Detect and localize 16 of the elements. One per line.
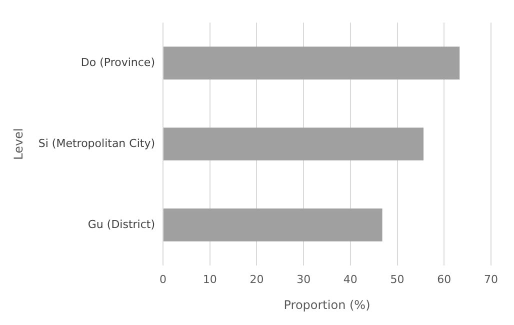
x-tick-label: 60 xyxy=(437,272,452,286)
x-tick-label: 20 xyxy=(250,272,264,286)
bar xyxy=(164,208,382,242)
bar xyxy=(164,128,424,160)
x-tick-label: 30 xyxy=(296,272,311,286)
y-axis-title: Level xyxy=(11,128,26,160)
x-tick-label: 50 xyxy=(390,272,404,286)
x-tick-label: 0 xyxy=(160,272,167,286)
x-tick-label: 10 xyxy=(202,272,217,286)
y-tick-label: Si (Metropolitan City) xyxy=(38,136,156,150)
x-tick-label: 70 xyxy=(484,272,498,286)
x-tick-label: 40 xyxy=(343,272,358,286)
x-axis-title: Proportion (%) xyxy=(284,298,370,312)
bar xyxy=(164,46,460,80)
y-tick-label: Do (Province) xyxy=(80,56,156,69)
y-tick-label: Gu (District) xyxy=(88,218,156,231)
